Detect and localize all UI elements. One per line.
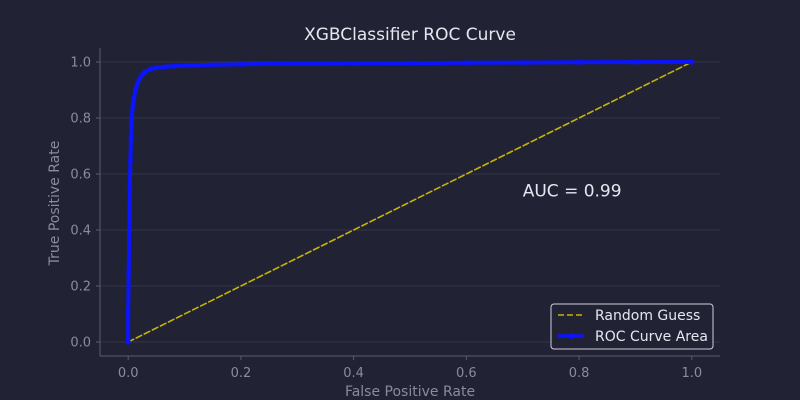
series-1-point-19 [181,63,188,69]
series-1-point-27 [576,59,582,65]
legend-box [550,303,714,350]
y-tick-label-0: 0.0 [70,336,91,351]
series-1-point-3 [126,227,132,233]
x-tick-label-5: 1.0 [681,366,702,381]
series-1-point-0 [125,339,131,345]
series-1-point-10 [132,87,139,93]
legend: Random Guess ROC Curve Area [550,303,714,350]
series-1-point-24 [407,60,413,66]
y-tick-label-3: 0.6 [70,168,91,183]
series-1-point-2 [126,269,132,275]
series-line-1 [126,60,694,344]
y-tick-label-1: 0.2 [70,280,91,295]
series-1-point-11 [134,81,140,87]
auc-annotation: AUC = 0.99 [523,181,622,201]
axes-frame [99,48,720,357]
y-tick-label-2: 0.4 [70,224,91,239]
series-1-point-25 [463,60,469,66]
x-tick-label-3: 0.6 [456,366,477,381]
series-lines [125,59,695,345]
y-axis-title: True Positive Rate [47,141,63,267]
x-tick-label-4: 0.8 [569,366,590,381]
series-1-point-17 [162,64,168,70]
x-tick-label-1: 0.2 [231,366,252,381]
series-1-point-1 [125,311,131,317]
series-1-point-20 [210,62,216,68]
series-1-point-29 [689,59,695,65]
x-tick-label-0: 0.0 [118,366,139,381]
series-1-point-28 [632,59,639,65]
series-1-point-21 [238,61,244,67]
series-1-point-18 [170,63,176,69]
series-1-point-4 [127,185,133,191]
y-tick-label-4: 0.8 [70,112,91,127]
y-axis-ticks: 0.0 0.2 0.4 0.6 0.8 1.0 [70,56,100,351]
series-1-point-7 [128,118,135,124]
y-tick-label-5: 1.0 [70,56,91,71]
series-1-point-22 [294,61,300,67]
legend-label-roc-curve: ROC Curve Area [595,329,708,345]
legend-label-random-guess: Random Guess [595,308,700,324]
series-1-point-14 [142,69,148,75]
series-1-point-15 [148,66,154,72]
series-1-point-5 [127,157,134,163]
x-tick-label-2: 0.4 [343,366,364,381]
x-axis-ticks: 0.0 0.2 0.4 0.6 0.8 1.0 [118,356,702,381]
series-1-point-12 [136,76,143,82]
chart-title: XGBClassifier ROC Curve [304,25,516,45]
series-1-point-9 [131,95,137,101]
series-line-0 [127,61,693,343]
series-1-point-23 [351,60,357,66]
x-axis-title: False Positive Rate [345,384,475,400]
legend-marker-roc-curve [568,333,574,339]
series-1-point-26 [520,59,526,66]
series-1-point-8 [130,104,136,110]
series-1-point-6 [128,135,134,141]
series-1-point-16 [153,65,159,71]
